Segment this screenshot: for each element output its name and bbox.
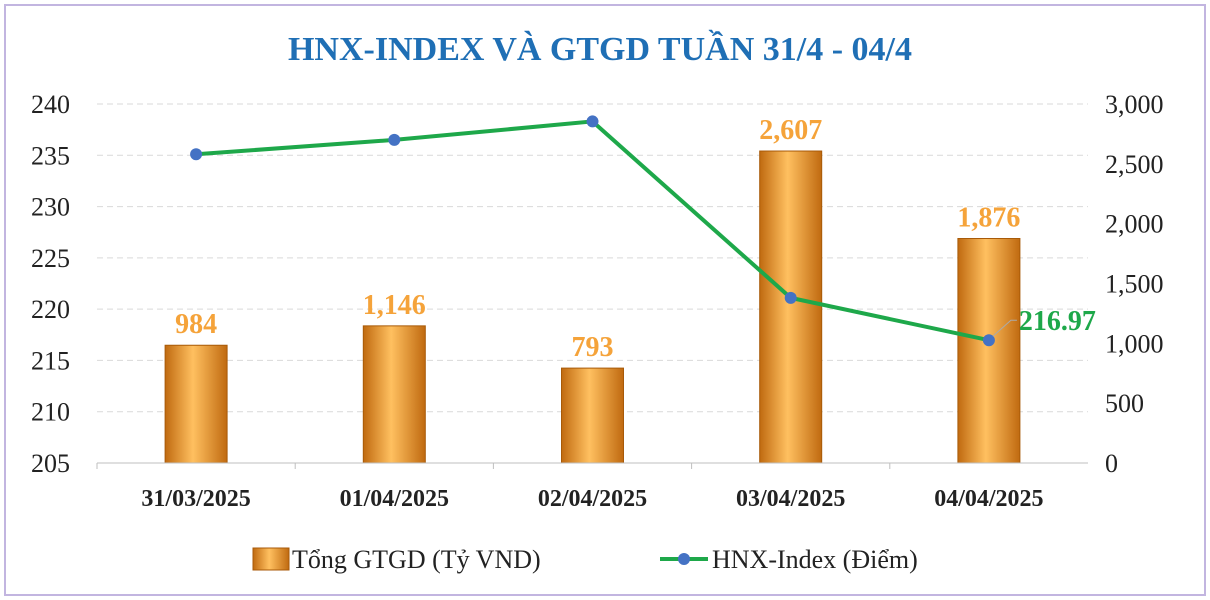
hnx-index-line [195, 119, 990, 343]
legend-line-label: HNX-Index (Điểm) [712, 545, 918, 574]
bar [164, 344, 228, 464]
legend-bar-swatch [252, 547, 290, 571]
right-tick-label: 1,500 [1105, 270, 1164, 299]
chart-frame [4, 4, 1206, 596]
bar-data-label: 2,607 [759, 115, 822, 146]
bar [362, 325, 426, 464]
left-tick-label: 210 [31, 398, 70, 427]
line-marker [982, 334, 995, 347]
left-tick-label: 225 [31, 244, 70, 273]
right-tick-label: 500 [1105, 389, 1144, 418]
x-tick-label: 02/04/2025 [538, 486, 647, 512]
left-tick-label: 230 [31, 193, 70, 222]
bar [957, 238, 1021, 464]
x-tick-label: 04/04/2025 [934, 486, 1043, 512]
bar [561, 367, 624, 464]
legend-line-marker [678, 553, 690, 565]
right-tick-label: 2,000 [1105, 210, 1164, 239]
bar [759, 150, 823, 464]
bar-data-label: 984 [175, 309, 217, 340]
bar-data-label: 1,146 [363, 290, 426, 321]
right-tick-label: 3,000 [1105, 90, 1164, 119]
left-tick-label: 240 [31, 90, 70, 119]
line-end-label: 216.97 [1019, 306, 1096, 337]
bar-data-label: 793 [572, 332, 614, 363]
line-marker [784, 291, 797, 304]
right-tick-label: 0 [1105, 449, 1118, 478]
left-tick-label: 235 [31, 141, 70, 170]
right-tick-label: 2,500 [1105, 150, 1164, 179]
line-marker [586, 115, 599, 128]
chart-title: HNX-INDEX VÀ GTGD TUẦN 31/4 - 04/4 [288, 29, 912, 68]
left-tick-label: 205 [31, 449, 70, 478]
line-marker [190, 148, 203, 161]
bar-data-label: 1,876 [957, 203, 1020, 234]
left-tick-label: 220 [31, 295, 70, 324]
line-marker [388, 133, 401, 146]
x-tick-label: 31/03/2025 [141, 486, 250, 512]
label-leader [992, 319, 1017, 337]
legend-bar-label: Tổng GTGD (Tỷ VND) [292, 545, 541, 574]
x-tick-label: 01/04/2025 [340, 486, 449, 512]
right-tick-label: 1,000 [1105, 329, 1164, 358]
left-tick-label: 215 [31, 346, 70, 375]
x-tick-label: 03/04/2025 [736, 486, 845, 512]
